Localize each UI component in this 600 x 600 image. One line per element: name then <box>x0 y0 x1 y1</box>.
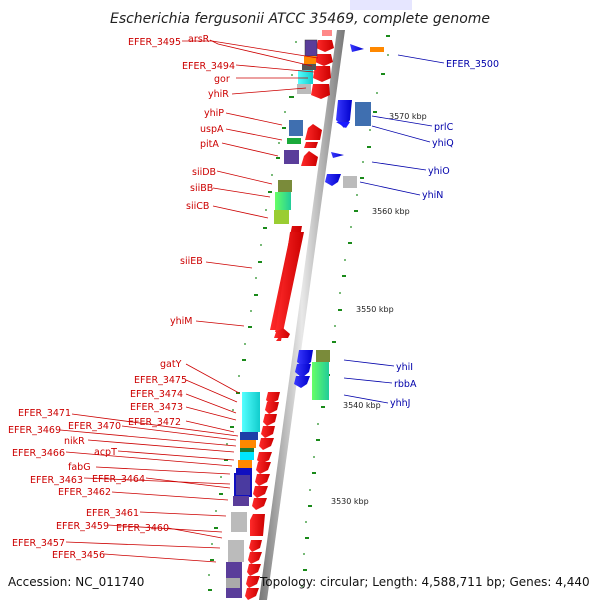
gene-label: yhiI <box>396 362 413 373</box>
gene-label: siiDB <box>192 167 216 178</box>
outer-dot-track <box>208 41 297 576</box>
gene-arrow-yhiR <box>311 84 330 99</box>
gene-arrow-EFER_3500 <box>350 44 364 52</box>
right-gene-labels: EFER_3500 prlC yhiQ yhiO yhiN yhiI rbbA … <box>390 59 499 409</box>
gene-label: yhiP <box>204 108 224 119</box>
gene-label: EFER_3466 <box>12 448 65 459</box>
gene-label: acpT <box>94 447 117 458</box>
gene-arrow-3494 <box>315 54 333 66</box>
gene-label: EFER_3456 <box>52 550 105 561</box>
gene-label: yhiN <box>422 190 443 201</box>
gene-label: gatY <box>160 359 182 370</box>
gene-label: EFER_3461 <box>86 508 139 519</box>
gene-label: pitA <box>200 139 219 150</box>
kbp-label: 3560 kbp <box>372 207 410 216</box>
gene-label: EFER_3475 <box>134 375 187 386</box>
feature-blocks-right <box>312 47 384 400</box>
gene-arrow-yhiI <box>297 350 313 368</box>
gene-label: EFER_3463 <box>30 475 83 486</box>
gene-arrow-yhiO <box>331 152 344 158</box>
gene-label: EFER_3460 <box>116 523 169 534</box>
kbp-scale: 3570 kbp 3560 kbp 3550 kbp 3540 kbp 3530… <box>331 112 427 506</box>
gene-label: yhiO <box>428 166 450 177</box>
gene-arrow-gor <box>313 66 331 82</box>
gene-label: arsR <box>188 34 210 45</box>
left-gene-labels: EFER_3495 arsR EFER_3494 gor yhiR yhiP u… <box>8 34 235 561</box>
left-leader-lines <box>59 39 319 563</box>
gene-label: EFER_3471 <box>18 408 71 419</box>
gene-label: yhhJ <box>390 398 410 409</box>
gene-label: EFER_3470 <box>68 421 121 432</box>
gene-label: EFER_3495 <box>128 37 181 48</box>
gene-label: nikR <box>64 436 85 447</box>
genome-backbone <box>259 30 345 600</box>
accession-text: Accession: NC_011740 <box>8 575 144 589</box>
outer-tick-track <box>208 96 294 591</box>
gene-label: fabG <box>68 462 91 473</box>
kbp-label: 3530 kbp <box>331 497 369 506</box>
kbp-label: 3550 kbp <box>356 305 394 314</box>
gene-label: gor <box>214 74 230 85</box>
forward-strand-genes <box>245 30 334 600</box>
right-leader-lines <box>343 54 445 404</box>
gene-label: EFER_3459 <box>56 521 109 532</box>
gene-arrow-gatY <box>266 392 280 404</box>
gene-label: siiCB <box>186 201 209 212</box>
gene-label: EFER_3500 <box>446 59 499 70</box>
gene-label: yhiR <box>208 89 229 100</box>
gene-arrow-arsR <box>316 40 334 52</box>
gene-label: rbbA <box>394 379 417 390</box>
gene-label: siiEB <box>180 256 203 267</box>
gene-label: EFER_3472 <box>128 417 181 428</box>
reverse-strand-genes <box>294 44 364 388</box>
kbp-label: 3570 kbp <box>389 112 427 121</box>
gene-label: yhiM <box>170 316 192 327</box>
gene-arrow-yhiP <box>305 124 322 140</box>
kbp-label: 3540 kbp <box>343 401 381 410</box>
gene-label: EFER_3494 <box>182 61 235 72</box>
gene-arrow-prlC <box>336 100 352 128</box>
gene-arrow-pitA <box>301 151 318 166</box>
gene-label: yhiQ <box>432 138 454 149</box>
gene-arrow-uspA <box>304 142 318 148</box>
feature-blocks-left <box>226 39 318 598</box>
gene-label: EFER_3474 <box>130 389 183 400</box>
gene-arrow-yhiN <box>325 174 341 186</box>
topology-text: Topology: circular; Length: 4,588,711 bp… <box>259 575 590 589</box>
gene-label: uspA <box>200 124 224 135</box>
map-title: Escherichia fergusonii ATCC 35469, compl… <box>110 11 490 27</box>
gene-label: EFER_3462 <box>58 487 111 498</box>
inner-tick-track <box>303 35 390 571</box>
gene-arrow-3461 <box>250 514 265 536</box>
gene-label: prlC <box>434 122 454 133</box>
gene-label: EFER_3473 <box>130 402 183 413</box>
title-overlay-feature <box>350 0 412 10</box>
gene-arrow-yhiM <box>274 328 290 338</box>
gene-label: EFER_3469 <box>8 425 61 436</box>
gene-label: siiBB <box>190 183 213 194</box>
gene-label: EFER_3457 <box>12 538 65 549</box>
gene-label: EFER_3464 <box>92 474 145 485</box>
